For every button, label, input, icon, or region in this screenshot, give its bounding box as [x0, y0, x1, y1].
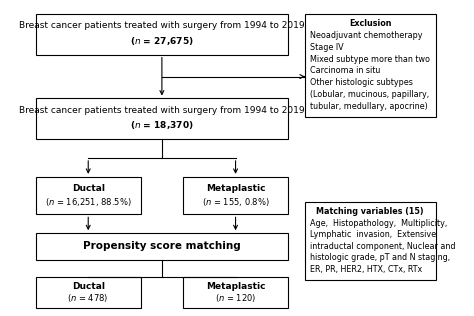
FancyBboxPatch shape — [305, 14, 436, 117]
Text: ($\it{n}$ = 18,370): ($\it{n}$ = 18,370) — [130, 119, 194, 131]
Text: Neoadjuvant chemotherapy: Neoadjuvant chemotherapy — [310, 31, 422, 40]
Text: Matching variables (15): Matching variables (15) — [317, 207, 424, 216]
FancyBboxPatch shape — [305, 202, 436, 280]
Text: Propensity score matching: Propensity score matching — [83, 241, 241, 252]
Text: Metaplastic: Metaplastic — [206, 282, 265, 291]
Text: (Lobular, mucinous, papillary,: (Lobular, mucinous, papillary, — [310, 90, 429, 99]
Text: ($\it{n}$ = 155, 0.8%): ($\it{n}$ = 155, 0.8%) — [201, 197, 269, 209]
FancyBboxPatch shape — [36, 233, 288, 260]
FancyBboxPatch shape — [36, 99, 288, 139]
FancyBboxPatch shape — [36, 14, 288, 55]
Text: Age,  Histopathology,  Multiplicity,: Age, Histopathology, Multiplicity, — [310, 219, 447, 228]
Text: Other histologic subtypes: Other histologic subtypes — [310, 78, 413, 87]
Text: Ductal: Ductal — [72, 184, 105, 193]
Text: histologic grade, pT and N staging,: histologic grade, pT and N staging, — [310, 253, 450, 262]
Text: intraductal component, Nuclear and: intraductal component, Nuclear and — [310, 242, 456, 251]
Text: Lymphatic  invasion,  Extensive: Lymphatic invasion, Extensive — [310, 230, 436, 239]
Text: tubular, medullary, apocrine): tubular, medullary, apocrine) — [310, 102, 428, 111]
FancyBboxPatch shape — [183, 277, 288, 308]
Text: Ductal: Ductal — [72, 282, 105, 291]
Text: ER, PR, HER2, HTX, CTx, RTx: ER, PR, HER2, HTX, CTx, RTx — [310, 265, 422, 274]
Text: ($\it{n}$ = 478): ($\it{n}$ = 478) — [67, 292, 109, 304]
Text: Breast cancer patients treated with surgery from 1994 to 2019: Breast cancer patients treated with surg… — [19, 106, 305, 115]
Text: Exclusion: Exclusion — [349, 19, 392, 28]
FancyBboxPatch shape — [36, 277, 141, 308]
Text: Metaplastic: Metaplastic — [206, 184, 265, 193]
Text: Stage IV: Stage IV — [310, 43, 344, 52]
Text: Carcinoma in situ: Carcinoma in situ — [310, 66, 381, 76]
Text: Breast cancer patients treated with surgery from 1994 to 2019: Breast cancer patients treated with surg… — [19, 21, 305, 30]
FancyBboxPatch shape — [183, 177, 288, 214]
Text: ($\it{n}$ = 27,675): ($\it{n}$ = 27,675) — [130, 34, 194, 46]
Text: ($\it{n}$ = 16,251, 88.5%): ($\it{n}$ = 16,251, 88.5%) — [45, 197, 132, 209]
Text: Mixed subtype more than two: Mixed subtype more than two — [310, 55, 430, 64]
FancyBboxPatch shape — [36, 177, 141, 214]
Text: ($\it{n}$ = 120): ($\it{n}$ = 120) — [215, 292, 256, 304]
